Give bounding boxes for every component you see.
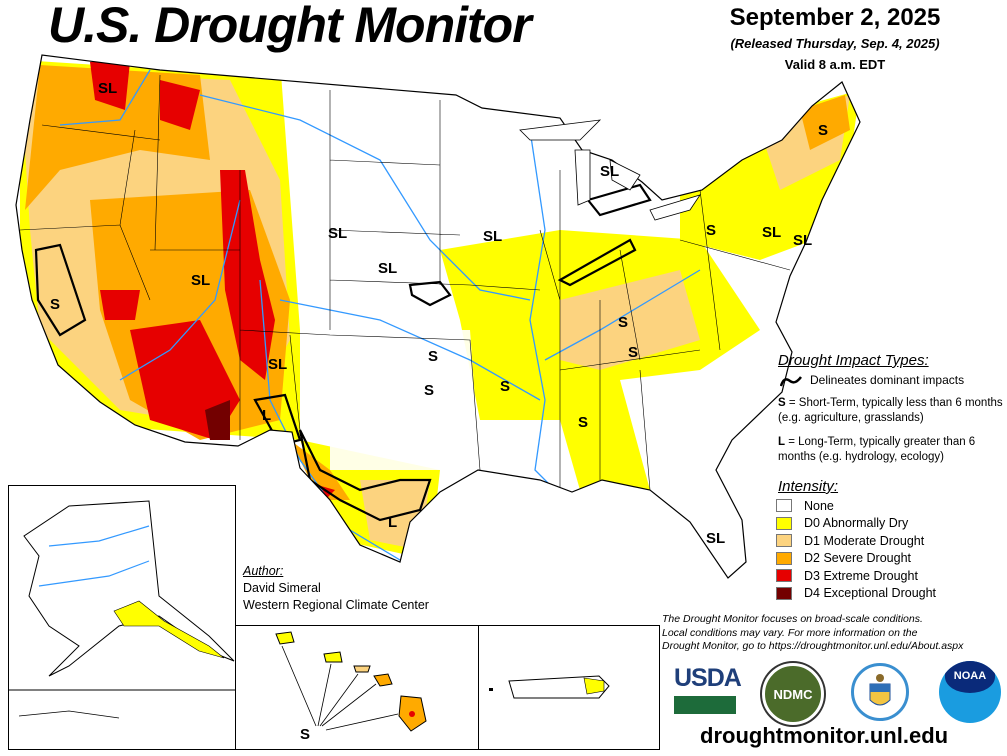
long-term-key: L [778, 436, 786, 448]
hawaii-inset: S [235, 625, 479, 750]
disclaimer-line: The Drought Monitor focuses on broad-sca… [662, 613, 923, 625]
impact-label: SL [191, 272, 211, 289]
d3-area-nevada [100, 290, 140, 320]
river-ohio [544, 269, 701, 361]
puerto-rico-inset [478, 625, 660, 750]
disclaimer: The Drought Monitor focuses on broad-sca… [662, 613, 963, 654]
author-heading: Author: [243, 564, 284, 578]
impact-label: S [428, 348, 439, 365]
swatch-d2 [776, 551, 792, 565]
swatch-d1 [776, 534, 792, 548]
intensity-legend: None D0 Abnormally Dry D1 Moderate Droug… [776, 497, 936, 602]
impact-label: S [424, 382, 435, 399]
long-term-text: = Long-Term, typically greater than 6 mo… [778, 436, 976, 463]
intensity-title: Intensity: [778, 478, 839, 495]
map-title: U.S. Drought Monitor [48, 0, 532, 53]
impact-label: S [50, 296, 61, 313]
short-term-key: S [778, 397, 786, 409]
commerce-seal [851, 663, 909, 721]
river-columbia [59, 69, 151, 126]
impact-label: S [300, 726, 311, 743]
d1-area-ohio [560, 270, 700, 370]
river-missouri [199, 94, 531, 301]
impact-types-title: Drought Impact Types: [778, 352, 929, 369]
impact-label: SL [793, 232, 813, 249]
release-date: (Released Thursday, Sep. 4, 2025) [730, 36, 940, 51]
short-term-legend: S = Short-Term, typically less than 6 mo… [778, 396, 1003, 426]
impact-line-legend: Delineates dominant impacts [779, 373, 965, 387]
impact-label: S [706, 222, 717, 239]
noaa-logo-text: NOAA [945, 661, 995, 693]
intensity-label: D1 Moderate Drought [804, 533, 925, 548]
impact-label: S [500, 378, 511, 395]
intensity-label: D2 Severe Drought [804, 551, 912, 566]
intensity-label: None [804, 498, 834, 513]
intensity-d1: D1 Moderate Drought [776, 532, 936, 550]
usda-logo-text: USDA [674, 664, 742, 692]
impact-label: S [818, 122, 829, 139]
swatch-none [776, 499, 792, 513]
short-term-text: = Short-Term, typically less than 6 mont… [778, 397, 1003, 424]
river-rio-grande [259, 279, 401, 561]
intensity-label: D0 Abnormally Dry [804, 516, 909, 531]
intensity-d4: D4 Exceptional Drought [776, 585, 936, 603]
puerto-rico-map [489, 675, 610, 699]
swatch-d3 [776, 569, 792, 583]
state-borders [19, 74, 791, 491]
impact-label: S [578, 414, 589, 431]
usda-logo: USDA [674, 664, 742, 714]
valid-time: Valid 8 a.m. EDT [784, 57, 886, 72]
impact-label: L [388, 514, 398, 531]
ndmc-logo: NDMC [762, 663, 824, 725]
impact-label: SL [762, 224, 782, 241]
author-name: David Simeral [243, 581, 321, 595]
d3-area-idaho [160, 80, 200, 130]
d4-area-new-mexico [205, 400, 230, 440]
intensity-d3: D3 Extreme Drought [776, 567, 936, 585]
impact-label: SL [98, 80, 118, 97]
swatch-d4 [776, 586, 792, 600]
swatch-d0 [776, 516, 792, 530]
d3-area-northwest [90, 62, 130, 110]
hawaii-map [275, 631, 427, 732]
author-org: Western Regional Climate Center [243, 598, 429, 612]
intensity-label: D4 Exceptional Drought [804, 586, 937, 601]
impact-label: SL [600, 163, 620, 180]
long-term-legend: L = Long-Term, typically greater than 6 … [778, 435, 1003, 465]
disclaimer-line: Drought Monitor, go to https://droughtmo… [662, 640, 964, 652]
impact-label: SL [268, 356, 288, 373]
none-area-south [330, 330, 480, 470]
alaska-inset [8, 485, 236, 750]
map-date: September 2, 2025 [729, 4, 941, 31]
impact-label: S [618, 314, 629, 331]
river-mississippi [529, 129, 556, 491]
website-url[interactable]: droughtmonitor.unl.edu [700, 723, 949, 748]
impact-label: L [262, 407, 272, 424]
impact-label: SL [483, 228, 503, 245]
noaa-logo: NOAA [939, 661, 1001, 723]
impact-line-icon [779, 376, 802, 387]
alaska-map [9, 500, 235, 719]
d2-area-maine [800, 95, 850, 150]
impact-boundaries [34, 183, 652, 522]
intensity-d0: D0 Abnormally Dry [776, 515, 936, 533]
conus-outline [15, 54, 861, 579]
intensity-d2: D2 Severe Drought [776, 550, 936, 568]
none-area-southeast [620, 360, 780, 520]
impact-label: SL [328, 225, 348, 242]
author-block: Author: David Simeral Western Regional C… [243, 563, 429, 614]
great-lakes [519, 119, 701, 221]
disclaimer-line: Local conditions may vary. For more info… [662, 626, 918, 639]
impact-label: SL [706, 530, 726, 547]
impact-label: S [628, 344, 639, 361]
intensity-label: D3 Extreme Drought [804, 568, 918, 583]
intensity-none: None [776, 497, 936, 515]
impact-label: SL [378, 260, 398, 277]
impact-line-label: Delineates dominant impacts [810, 373, 965, 387]
